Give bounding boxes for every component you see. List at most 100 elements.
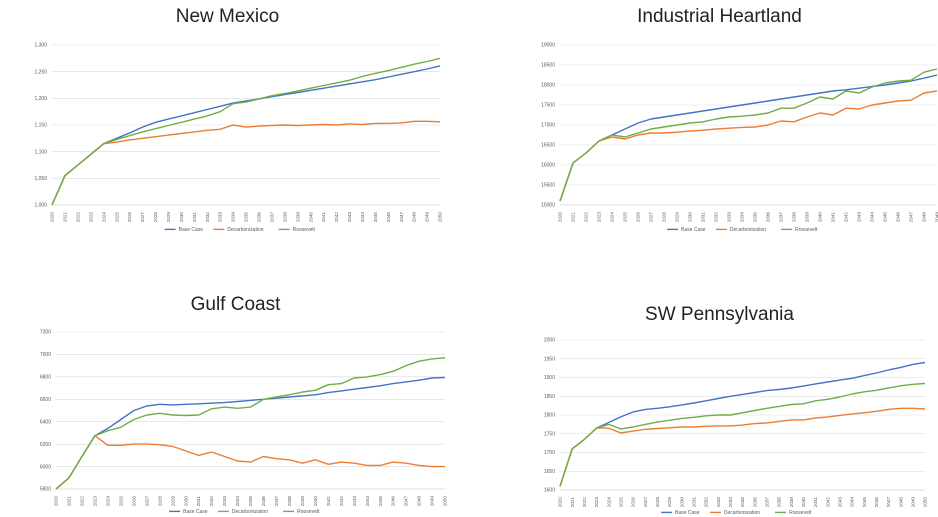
x-tick-label: 2038 (777, 497, 782, 508)
x-tick-label: 2032 (209, 496, 214, 507)
x-tick-label: 2050 (443, 496, 448, 507)
y-tick-label: 1,300 (34, 43, 47, 49)
x-tick-label: 2043 (857, 212, 862, 223)
y-tick-label: 1600 (544, 488, 555, 494)
y-tick-label: 5800 (40, 487, 51, 493)
x-tick-label: 2049 (910, 497, 915, 508)
x-tick-label: 2045 (883, 212, 888, 223)
x-tick-label: 2033 (716, 497, 721, 508)
x-tick-label: 2043 (347, 212, 352, 223)
x-tick-label: 2029 (675, 212, 680, 223)
series-line-roosevelt (51, 57, 441, 206)
x-tick-label: 2034 (235, 496, 240, 507)
x-tick-label: 2038 (282, 212, 287, 223)
y-tick-label: 1700 (544, 450, 555, 456)
y-tick-label: 1950 (544, 356, 555, 362)
x-tick-label: 2042 (844, 212, 849, 223)
x-tick-label: 2022 (80, 496, 85, 507)
y-tick-label: 15500 (541, 183, 555, 189)
x-tick-label: 2038 (287, 496, 292, 507)
x-tick-label: 2039 (789, 497, 794, 508)
x-tick-label: 2023 (594, 497, 599, 508)
y-tick-label: 6000 (40, 464, 51, 470)
series-line-decarbonization (559, 90, 938, 202)
x-tick-label: 2049 (430, 496, 435, 507)
y-tick-label: 1850 (544, 394, 555, 400)
x-tick-label: 2046 (391, 496, 396, 507)
x-tick-label: 2048 (417, 496, 422, 507)
y-tick-label: 6200 (40, 442, 51, 448)
x-tick-label: 2037 (269, 212, 274, 223)
x-tick-label: 2041 (326, 496, 331, 507)
y-tick-label: 1,150 (34, 123, 47, 129)
x-tick-label: 2047 (886, 497, 891, 508)
x-tick-label: 2032 (205, 212, 210, 223)
x-tick-label: 2049 (425, 212, 430, 223)
x-tick-label: 2030 (688, 212, 693, 223)
x-tick-label: 2027 (649, 212, 654, 223)
y-tick-label: 1,000 (34, 203, 47, 209)
x-tick-label: 2035 (244, 212, 249, 223)
x-tick-label: 2021 (571, 212, 576, 223)
y-tick-label: 16500 (541, 143, 555, 149)
y-tick-label: 17500 (541, 103, 555, 109)
series-line-decarbonization (55, 435, 445, 490)
x-tick-label: 2028 (662, 212, 667, 223)
x-tick-label: 2034 (740, 212, 745, 223)
x-tick-label: 2044 (850, 497, 855, 508)
x-tick-label: 2030 (679, 497, 684, 508)
series-line-decarbonization (559, 407, 926, 487)
legend-label-decarbonization: Decarbonization (227, 227, 263, 233)
x-tick-label: 2022 (584, 212, 589, 223)
x-tick-label: 2028 (153, 212, 158, 223)
x-tick-label: 2043 (837, 497, 842, 508)
x-tick-label: 2031 (192, 212, 197, 223)
legend-label-base-case: Base Case (183, 509, 208, 515)
x-tick-label: 2025 (118, 496, 123, 507)
x-tick-label: 2040 (801, 497, 806, 508)
x-tick-label: 2040 (313, 496, 318, 507)
y-tick-label: 1,250 (34, 69, 47, 75)
series-line-base-case (55, 376, 446, 490)
plot-sw-pennsylvania: 1600 1650 1700 1750 1800 1850 1900 1950 2000 2020… (544, 338, 928, 516)
x-tick-label: 2039 (295, 212, 300, 223)
legend-label-decarbonization: Decarbonization (232, 509, 268, 515)
x-tick-label: 2035 (248, 496, 253, 507)
y-tick-label: 7200 (40, 330, 51, 336)
y-tick-label: 1,100 (34, 149, 47, 155)
x-tick-label: 2038 (792, 212, 797, 223)
x-tick-label: 2032 (714, 212, 719, 223)
x-tick-label: 2041 (813, 497, 818, 508)
series-line-base-case (51, 65, 441, 206)
x-tick-label: 2044 (870, 212, 875, 223)
x-tick-label: 2029 (667, 497, 672, 508)
x-tick-label: 2039 (300, 496, 305, 507)
x-tick-label: 2026 (127, 212, 132, 223)
x-tick-label: 2029 (170, 496, 175, 507)
plot-industrial-heartland: 15000 15500 16000 16500 17000 17500 18000 18500… (541, 43, 938, 233)
y-tick-label: 1650 (544, 469, 555, 475)
x-tick-label: 2020 (54, 496, 59, 507)
x-tick-label: 2021 (570, 497, 575, 508)
x-tick-label: 2048 (922, 212, 927, 223)
x-tick-label: 2021 (67, 496, 72, 507)
series-line-roosevelt (55, 357, 446, 490)
chart-title: Gulf Coast (190, 294, 281, 315)
x-tick-label: 2030 (179, 212, 184, 223)
x-tick-label: 2024 (105, 496, 110, 507)
legend-label-decarbonization: Decarbonization (730, 227, 766, 233)
series-line-base-case (559, 361, 926, 487)
x-tick-label: 2027 (144, 496, 149, 507)
y-tick-label: 16000 (541, 163, 555, 169)
x-tick-label: 2034 (728, 497, 733, 508)
x-tick-label: 2033 (222, 496, 227, 507)
x-tick-label: 2045 (378, 496, 383, 507)
series-line-roosevelt (559, 68, 938, 202)
x-tick-label: 2035 (740, 497, 745, 508)
y-tick-label: 7000 (40, 352, 51, 358)
x-tick-label: 2039 (805, 212, 810, 223)
y-tick-label: 18500 (541, 63, 555, 69)
legend-label-base-case: Base Case (179, 227, 204, 233)
x-tick-label: 2043 (352, 496, 357, 507)
x-tick-label: 2031 (701, 212, 706, 223)
